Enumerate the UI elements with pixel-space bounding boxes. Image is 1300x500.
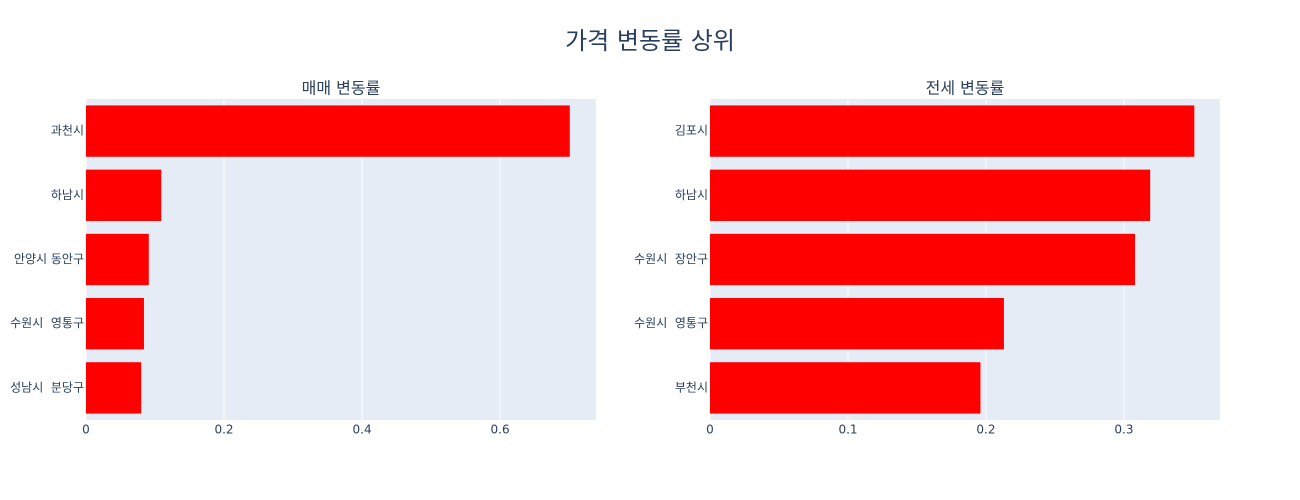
- bar: [86, 169, 162, 221]
- x-tick-label: 0.2: [976, 423, 995, 437]
- y-tick-label: 수원시 장안구: [634, 252, 708, 266]
- y-tick-label: 수원시 영통구: [10, 316, 84, 330]
- chart-title: 가격 변동률 상위: [565, 27, 735, 55]
- y-tick-label: 수원시 영통구: [634, 316, 708, 330]
- y-tick-label: 하남시: [675, 188, 708, 202]
- x-tick-label: 0: [82, 423, 90, 437]
- y-tick-label: 과천시: [51, 123, 84, 138]
- y-tick-label: 부천시: [675, 379, 708, 394]
- bar: [86, 105, 570, 157]
- bar: [710, 362, 981, 414]
- subplot-title: 매매 변동률: [302, 79, 381, 98]
- x-tick-label: 0.1: [838, 423, 857, 437]
- bar: [710, 233, 1135, 286]
- y-tick-label: 김포시: [675, 124, 708, 138]
- y-tick-label: 하남시: [51, 188, 84, 202]
- x-tick-label: 0.4: [353, 423, 372, 437]
- y-tick-label: 안양시 동안구: [14, 252, 84, 266]
- bar: [710, 298, 1004, 350]
- bar: [86, 233, 149, 286]
- x-tick-label: 0: [706, 423, 714, 437]
- subplot-title: 전세 변동률: [926, 79, 1005, 98]
- bar: [710, 105, 1195, 157]
- x-tick-label: 0.2: [214, 423, 233, 437]
- bar: [86, 362, 142, 414]
- bar: [86, 298, 144, 350]
- x-tick-label: 0.3: [1114, 423, 1133, 437]
- y-tick-label: 성남시 분당구: [10, 380, 84, 394]
- bar: [710, 169, 1151, 221]
- x-tick-label: 0.6: [491, 423, 510, 437]
